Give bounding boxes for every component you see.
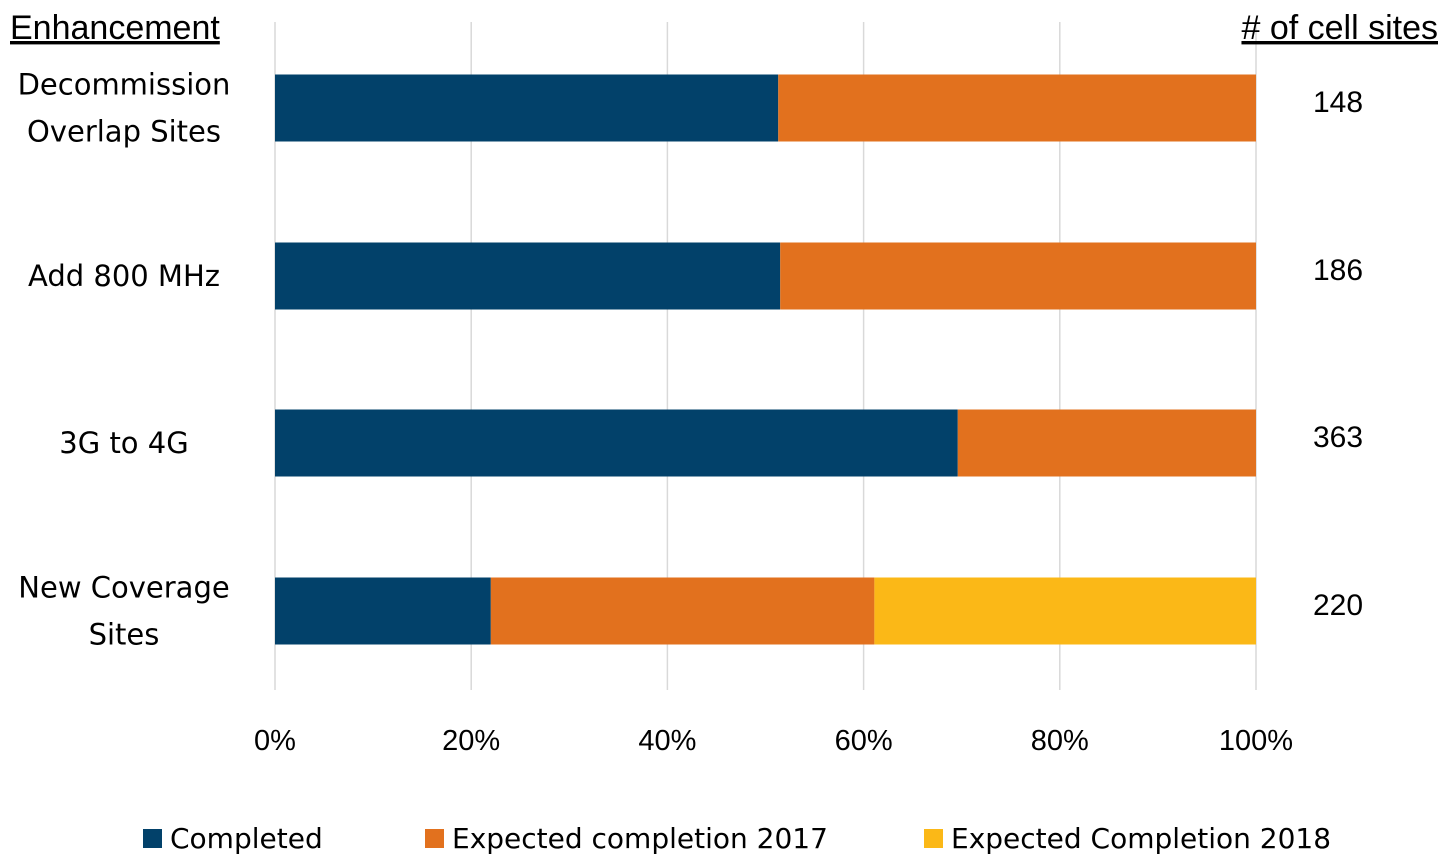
- bar-segment: [957, 409, 1256, 477]
- legend-swatch: [143, 829, 162, 848]
- legend-label: Expected Completion 2018: [951, 822, 1331, 855]
- bar-segment: [874, 577, 1256, 645]
- bars: [275, 74, 1256, 645]
- cell-site-count: 363: [1313, 421, 1363, 454]
- legend: Completed Expected completion 2017 Expecte…: [143, 822, 1331, 855]
- x-tick-label: 60%: [835, 725, 893, 757]
- legend-swatch: [425, 829, 444, 848]
- category-label: Add 800 MHz: [28, 259, 220, 293]
- x-tick-label: 100%: [1219, 725, 1293, 757]
- bar-segment: [490, 577, 875, 645]
- category-label: Decommission: [18, 68, 231, 102]
- cell-site-count: 148: [1313, 86, 1363, 119]
- x-tick-label: 20%: [442, 725, 500, 757]
- bar-segment: [275, 242, 781, 310]
- bar-segment: [275, 409, 958, 477]
- category-label: Overlap Sites: [27, 115, 221, 149]
- cell-site-count: 186: [1313, 254, 1363, 287]
- cell-site-count: 220: [1313, 589, 1363, 622]
- bar-segment: [275, 74, 779, 142]
- legend-label: Expected completion 2017: [452, 822, 828, 855]
- x-tick-label: 0%: [254, 725, 296, 757]
- x-tick-label: 40%: [638, 725, 696, 757]
- legend-label: Completed: [170, 822, 323, 855]
- category-label: Sites: [89, 618, 160, 652]
- category-label: 3G to 4G: [59, 426, 188, 460]
- cell-sites-header: # of cell sites: [1241, 9, 1438, 47]
- bar-segment: [275, 577, 491, 645]
- bar-segment: [780, 242, 1256, 310]
- y-axis-header: Enhancement: [10, 9, 220, 47]
- bar-segment: [778, 74, 1256, 142]
- category-label: New Coverage: [18, 571, 229, 605]
- x-tick-label: 80%: [1031, 725, 1089, 757]
- labels: Enhancement # of cell sites Decommission…: [10, 9, 1438, 652]
- legend-swatch: [924, 829, 943, 848]
- x-axis-ticks: 0% 20% 40% 60% 80% 100%: [254, 725, 1293, 757]
